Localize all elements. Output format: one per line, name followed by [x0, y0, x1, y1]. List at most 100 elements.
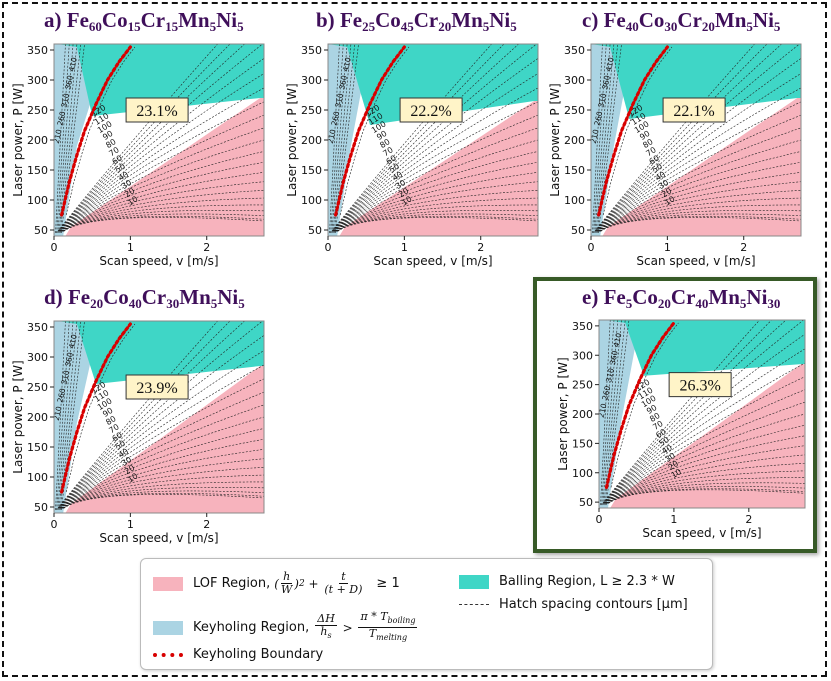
hatch-contour: [60, 44, 85, 234]
hatch-contour: [605, 401, 805, 504]
contour-label: 310: [59, 92, 71, 108]
lof-region: [610, 364, 805, 508]
contour-label: 210: [52, 405, 64, 421]
hatch-contour: [332, 44, 520, 232]
y-tick-label: 50: [34, 501, 48, 514]
panel-a-plot: 1020304050607080901001101202102603103604…: [11, 43, 265, 268]
plot-area: 1020304050607080901001101202102603103604…: [54, 44, 264, 236]
x-axis-label: Scan speed, v [m/s]: [99, 531, 218, 545]
hatch-contour: [62, 204, 264, 232]
lof-swatch: [153, 576, 183, 591]
x-tick-label: 1: [670, 513, 677, 526]
keyholing-region: [599, 320, 641, 508]
hatch-contour: [56, 44, 70, 234]
hatch-contour: [607, 470, 805, 504]
hatch-contour: [592, 44, 603, 234]
hatch-contour: [58, 321, 78, 511]
hatch-contour: [597, 127, 801, 232]
boundary-contour: [65, 323, 136, 493]
contour-label: 360: [337, 74, 349, 90]
hatch-contour: [599, 204, 801, 232]
keyholing-label: Keyholing Region,: [193, 620, 310, 636]
lof-region: [65, 366, 264, 513]
hatch-contour: [599, 189, 801, 232]
hatch-contour: [61, 449, 264, 509]
y-tick-label: 150: [27, 164, 48, 177]
legend-lof: LOF Region, (h W) 2 + t (t + D) ≥ 1: [153, 571, 400, 596]
hatch-contour: [332, 58, 538, 232]
contour-label: 260: [593, 110, 605, 126]
y-tick-label: 200: [572, 408, 593, 421]
hatch-contour: [607, 477, 805, 504]
keyholing-boundary: [333, 45, 407, 217]
hatch-contour: [604, 389, 805, 504]
keyholing-boundary: [604, 321, 676, 489]
hatch-contour: [605, 424, 805, 504]
hatch-swatch: [459, 604, 489, 605]
hatch-contour: [62, 486, 264, 509]
y-axis-label: Laser power, P [W]: [556, 357, 570, 470]
panel-c-plot: 1020304050607080901001101202102603103604…: [548, 43, 802, 268]
hatch-contour: [59, 364, 264, 509]
keyholing-boundary: [59, 45, 133, 217]
hatch-contour: [596, 44, 619, 234]
hatch-contour: [333, 101, 538, 232]
hatch-contour: [607, 482, 805, 504]
hatch-contour: [606, 445, 805, 504]
hatch-contour: [331, 44, 505, 232]
hatch-contour: [597, 139, 801, 232]
y-tick-label: 200: [564, 134, 585, 147]
contour-label: 260: [330, 110, 342, 126]
y-tick-label: 200: [27, 411, 48, 424]
lof-region: [339, 101, 538, 236]
y-tick-label: 100: [301, 194, 322, 207]
contour-label: 410: [67, 333, 79, 349]
hatch-contour: [602, 320, 761, 504]
panel-c-title: c) Fe40Co30Cr20Mn5Ni5: [582, 8, 781, 34]
highlight-box-panel-e: [533, 277, 817, 553]
y-tick-label: 300: [27, 351, 48, 364]
hatch-contour: [605, 413, 805, 504]
keyholing-boundary: [59, 322, 133, 494]
hatch-contour: [334, 44, 359, 234]
hatch-contour: [596, 101, 801, 232]
balling-region: [57, 321, 264, 384]
hatch-contour: [60, 139, 264, 232]
legend: LOF Region, (h W) 2 + t (t + D) ≥ 1 Keyholi…: [140, 558, 713, 670]
hatch-contour: [59, 87, 264, 232]
hatch-contour: [60, 428, 264, 509]
hatch-contour: [59, 321, 82, 511]
hatch-contour: [332, 44, 538, 232]
hatch-contour: [60, 404, 264, 509]
x-axis-label: Scan speed, v [m/s]: [636, 254, 755, 268]
hatch-contour: [59, 391, 264, 509]
y-tick-label: 50: [34, 224, 48, 237]
x-tick-label: 0: [325, 241, 332, 254]
hatch-contour: [329, 44, 340, 234]
hatch-contour: [596, 114, 801, 232]
hatch-contour: [57, 321, 231, 509]
x-tick-label: 2: [745, 513, 752, 526]
lof-label: LOF Region,: [193, 576, 271, 591]
keyhole-formula: ΔH hs > π * Tboiling Tmelting: [315, 610, 418, 643]
y-tick-label: 100: [564, 194, 585, 207]
hatch-contour: [335, 181, 538, 232]
hatch-contour: [57, 44, 74, 234]
boundary-swatch: [153, 652, 183, 657]
x-axis-label: Scan speed, v [m/s]: [373, 254, 492, 268]
x-tick-label: 1: [127, 241, 134, 254]
hatch-contour: [597, 44, 622, 234]
x-axis-label: Scan speed, v [m/s]: [642, 526, 761, 540]
keyholing-region: [328, 44, 370, 236]
lof-condition: ≥ 1: [376, 576, 400, 591]
x-tick-label: 2: [477, 241, 484, 254]
hatch-contour: [62, 481, 264, 509]
balling-region: [606, 320, 805, 376]
hatch-contour: [59, 350, 264, 509]
panel-e-plot: 1020304050607080901001101202102603103604…: [556, 319, 806, 540]
hatch-contour: [61, 458, 264, 509]
hatch-contour: [603, 348, 805, 504]
hatch-contour: [595, 44, 783, 232]
hatch-contour: [337, 213, 538, 232]
y-tick-label: 300: [27, 74, 48, 87]
